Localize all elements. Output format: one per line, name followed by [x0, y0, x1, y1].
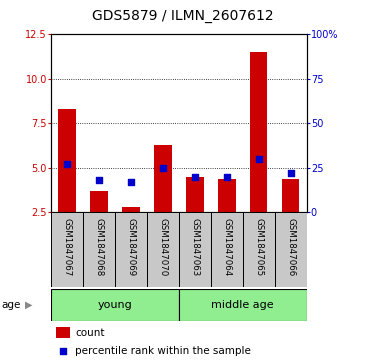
- Point: [60, 348, 66, 354]
- Point: [288, 170, 293, 176]
- Bar: [250, 52, 268, 212]
- Bar: [83, 212, 115, 287]
- Text: percentile rank within the sample: percentile rank within the sample: [76, 346, 251, 356]
- Point: [192, 174, 198, 180]
- Bar: [218, 179, 235, 212]
- Text: GSM1847065: GSM1847065: [254, 218, 263, 277]
- Bar: [179, 289, 307, 321]
- Bar: [243, 212, 274, 287]
- Bar: [122, 207, 140, 212]
- Text: GSM1847069: GSM1847069: [126, 218, 135, 277]
- Bar: [51, 212, 83, 287]
- Bar: [282, 179, 299, 212]
- Text: GSM1847070: GSM1847070: [158, 218, 168, 277]
- Bar: [274, 212, 307, 287]
- Bar: [154, 145, 172, 212]
- Bar: [147, 212, 179, 287]
- Text: GDS5879 / ILMN_2607612: GDS5879 / ILMN_2607612: [92, 9, 273, 23]
- Bar: [211, 212, 243, 287]
- Point: [160, 165, 166, 171]
- Bar: [179, 212, 211, 287]
- Text: young: young: [97, 300, 132, 310]
- Point: [64, 162, 70, 167]
- Point: [256, 156, 262, 162]
- Bar: [115, 212, 147, 287]
- Text: middle age: middle age: [211, 300, 274, 310]
- Bar: [90, 191, 108, 212]
- Text: ▶: ▶: [25, 300, 32, 310]
- Text: GSM1847068: GSM1847068: [95, 218, 104, 277]
- Bar: [58, 109, 76, 212]
- Text: GSM1847067: GSM1847067: [62, 218, 72, 277]
- Bar: [56, 327, 70, 338]
- Point: [128, 179, 134, 185]
- Point: [96, 178, 102, 183]
- Text: GSM1847066: GSM1847066: [286, 218, 295, 277]
- Text: age: age: [2, 300, 21, 310]
- Bar: [186, 177, 204, 212]
- Text: GSM1847063: GSM1847063: [190, 218, 199, 277]
- Bar: [51, 289, 179, 321]
- Point: [224, 174, 230, 180]
- Text: count: count: [76, 328, 105, 338]
- Text: GSM1847064: GSM1847064: [222, 218, 231, 277]
